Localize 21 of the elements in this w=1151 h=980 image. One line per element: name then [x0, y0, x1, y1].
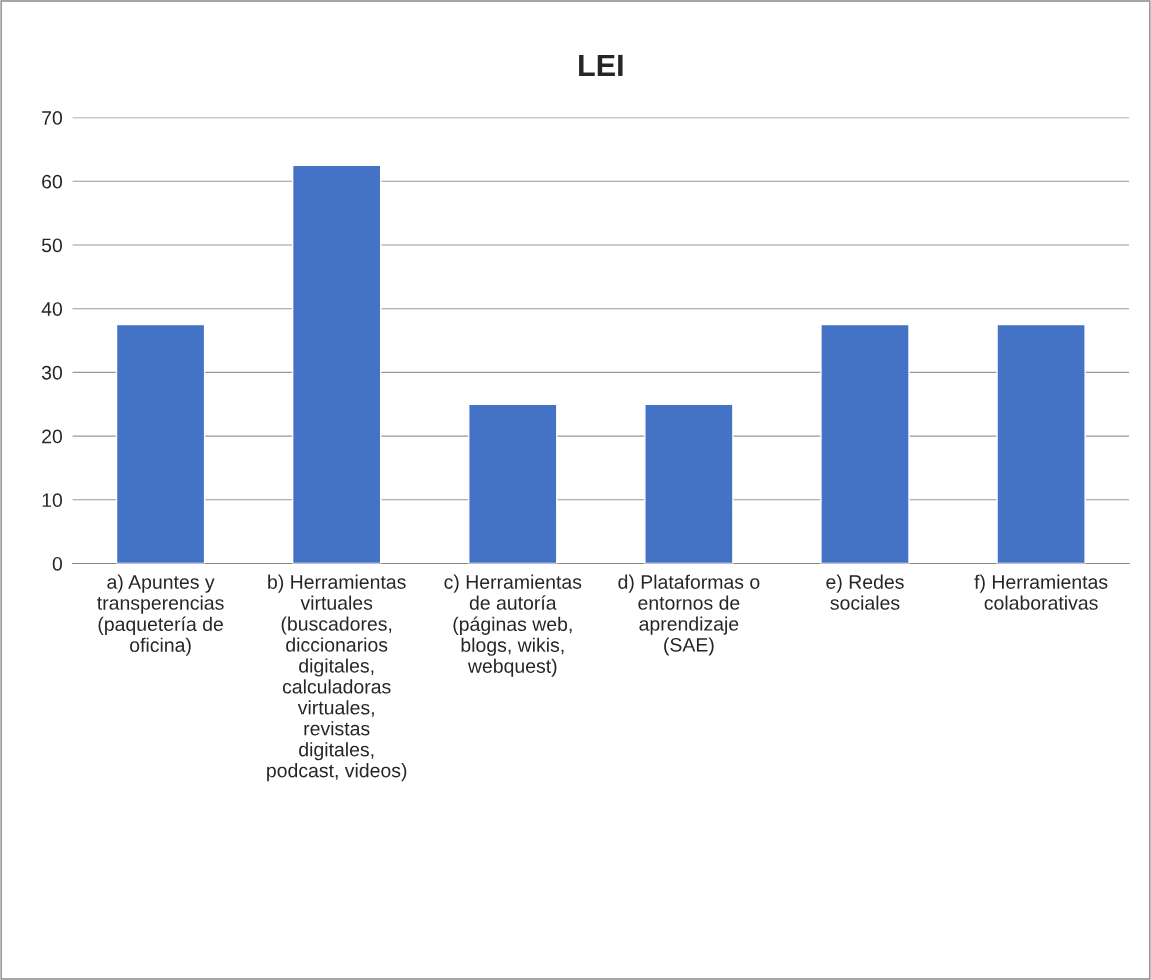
x-tick-label: a) Apuntes y transperencias (paquetería de oficina) — [97, 574, 224, 656]
y-tick-label: 70 — [42, 111, 63, 125]
x-tick-label: f) Herramientas colaborativas — [974, 574, 1108, 610]
bar — [468, 403, 558, 564]
bar — [644, 403, 734, 564]
y-tick-label: 60 — [42, 174, 63, 189]
chart-title: LEI — [579, 54, 623, 76]
y-tick-label: 10 — [42, 493, 63, 508]
bar — [820, 323, 910, 564]
y-tick-label: 50 — [41, 238, 63, 253]
x-tick-label: c) Herramientas de autoría (páginas web, blogs, wikis, webquest) — [444, 574, 582, 677]
bar — [291, 164, 382, 564]
y-tick-label: 30 — [41, 365, 63, 380]
x-tick-label: d) Plataformas o entornos de aprendizaje (SAE) — [618, 574, 760, 656]
y-tick-label: 20 — [42, 429, 63, 444]
bar — [996, 323, 1086, 564]
y-tick-label: 0 — [52, 556, 63, 571]
y-tick-label: 40 — [41, 302, 63, 316]
category-label: b) Herramientas virtuales (buscadores, diccionarios digitales, calculadoras virtuales, revistas digitales, podcast, videos) — [267, 574, 407, 782]
x-tick-label: e) Redes sociales — [826, 574, 904, 610]
bar — [115, 323, 206, 564]
